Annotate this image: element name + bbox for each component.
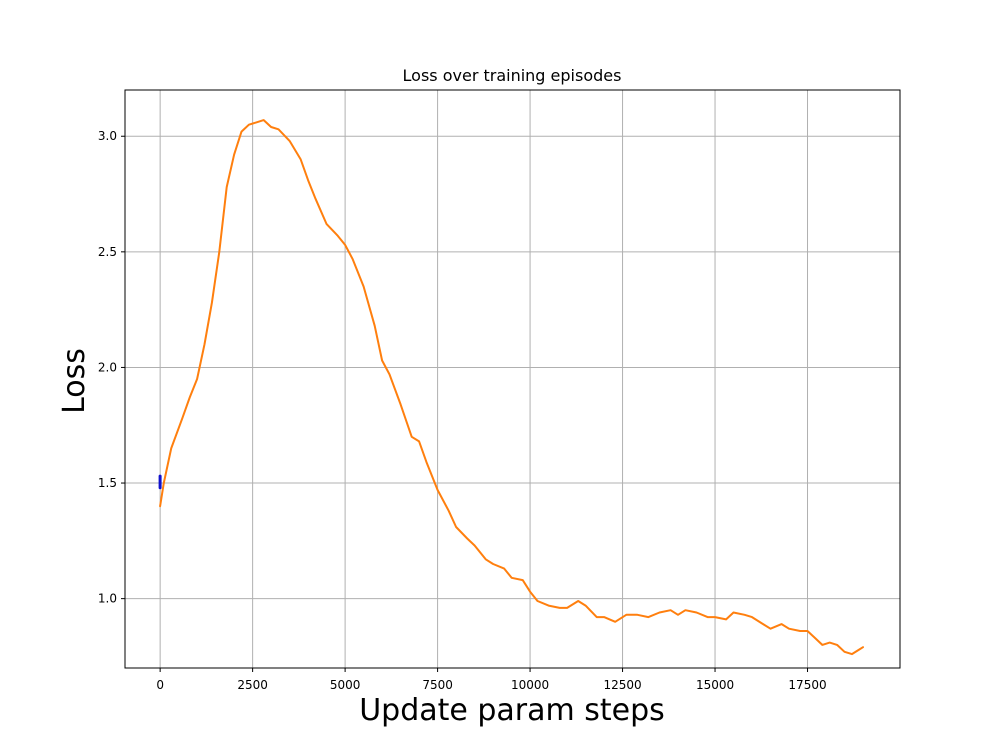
x-tick-label: 12500 (603, 678, 641, 692)
y-tick-label: 1.5 (98, 476, 117, 490)
data-series (158, 119, 864, 656)
chart-title: Loss over training episodes (403, 66, 622, 85)
x-tick-label: 10000 (511, 678, 549, 692)
x-axis-label: Update param steps (359, 693, 665, 728)
x-tick-label: 7500 (422, 678, 453, 692)
plot-frame (124, 89, 901, 669)
y-tick-label: 2.5 (98, 245, 117, 259)
x-tick-label: 17500 (788, 678, 826, 692)
y-tick-label: 1.0 (98, 592, 117, 606)
y-axis-label: Loss (57, 348, 92, 414)
x-tick-label: 0 (156, 678, 164, 692)
grid-lines (125, 90, 900, 668)
x-tick-label: 5000 (330, 678, 361, 692)
y-tick-label: 3.0 (98, 129, 117, 143)
plot-background (125, 90, 900, 668)
x-tick-label: 2500 (237, 678, 268, 692)
axis-ticks: 0 2500 5000 7500 10000 12500 15000 17500 1.0 1.5 2… (98, 129, 827, 692)
orange-series-line (159, 119, 864, 656)
x-tick-label: 15000 (696, 678, 734, 692)
y-tick-label: 2.0 (98, 360, 117, 374)
